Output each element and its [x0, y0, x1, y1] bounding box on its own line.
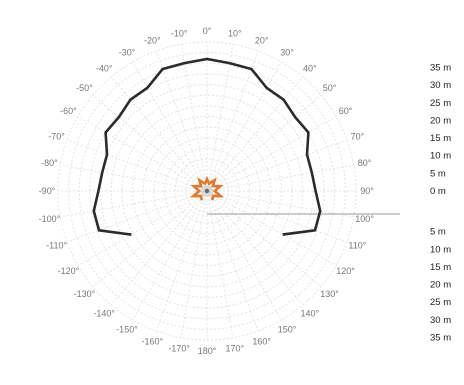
grid-spoke — [206, 164, 354, 192]
angle-tick-label: -130° — [74, 289, 96, 299]
grid-spoke — [180, 44, 208, 192]
grid-spoke — [66, 190, 208, 243]
angle-tick-label: -150° — [116, 325, 138, 335]
angle-tick-label: 100° — [355, 214, 374, 224]
grid-ring — [174, 158, 240, 224]
angle-tick-label: -40° — [96, 63, 113, 73]
range-axis: 35 m 30 m 25 m 20 m 15 m 10 m 5 m 0 m 5 m 10 m 15 … — [207, 63, 451, 343]
range-label: 15 m — [430, 133, 451, 144]
angle-tick-label: 130° — [320, 289, 339, 299]
angle-tick-label: 120° — [336, 266, 355, 276]
angle-tick-label: 140° — [300, 309, 319, 319]
grid-spoke — [77, 116, 208, 192]
angle-tick-label: 90° — [360, 186, 374, 196]
grid-spoke — [206, 190, 234, 338]
grid-spoke — [206, 44, 234, 192]
angle-tick-label: -10° — [171, 28, 188, 38]
angle-tick-label: -80° — [41, 158, 58, 168]
range-label: 30 m — [430, 80, 451, 91]
angle-tick-label: -70° — [48, 131, 65, 141]
angle-tick-label: 110° — [348, 241, 366, 251]
grid-ring — [163, 147, 251, 235]
grid-spoke — [60, 190, 208, 218]
grid-spoke — [206, 190, 282, 321]
angle-tick-label: -100° — [39, 214, 61, 224]
grid-spoke — [60, 164, 208, 192]
grid-spoke — [206, 116, 337, 192]
angle-tick-label: -30° — [119, 47, 136, 57]
grid-spoke — [206, 190, 322, 288]
angle-tick-label: -90° — [39, 186, 56, 196]
angle-tick-label: 70° — [351, 131, 365, 141]
angle-tick-label: 150° — [278, 325, 297, 335]
angle-tick-label: -120° — [58, 266, 80, 276]
angle-tick-label: -170° — [168, 344, 190, 354]
grid-ring — [142, 126, 272, 256]
range-label: 20 m — [430, 280, 451, 291]
range-label: 20 m — [430, 116, 451, 127]
angle-tick-label: -140° — [93, 309, 115, 319]
grid-spoke — [206, 190, 337, 266]
angle-tick-label: 40° — [303, 63, 317, 73]
angle-tick-label: -110° — [46, 241, 67, 251]
range-label: 5 m — [430, 168, 446, 179]
grid-ring — [110, 94, 304, 288]
grid-ring — [78, 62, 336, 320]
angle-tick-label: -20° — [144, 36, 161, 46]
angle-tick-labels: 0° 10° 20° 30° 40° 50° 60° 70° 80° 90° 100° 110° 120… — [39, 26, 375, 356]
range-label: 15 m — [430, 262, 451, 273]
range-label: 0 m — [430, 186, 446, 197]
grid-spoke — [206, 94, 322, 192]
range-label: 10 m — [430, 244, 451, 255]
grid-spoke — [206, 139, 348, 192]
grid-spoke — [66, 139, 208, 192]
angle-tick-label: 170° — [225, 344, 244, 354]
range-label: 35 m — [430, 332, 451, 343]
range-label: 5 m — [430, 227, 446, 238]
angle-tick-label: 20° — [255, 36, 269, 46]
grid-ring — [68, 52, 346, 330]
angle-tick-label: 10° — [228, 28, 242, 38]
angle-tick-label: -60° — [60, 106, 77, 116]
center-marker — [201, 185, 213, 197]
grid-spoke — [110, 190, 208, 306]
grid-spoke — [206, 76, 304, 192]
grid-spoke — [132, 190, 208, 321]
grid-spoke — [206, 190, 348, 243]
grid-spoke — [206, 190, 304, 306]
grid-spoke — [92, 190, 208, 288]
range-label: 30 m — [430, 315, 451, 326]
grid-spoke — [206, 61, 282, 192]
angle-tick-label: 160° — [252, 336, 271, 346]
grid-spoke — [206, 190, 354, 218]
angle-tick-label: 80° — [358, 158, 372, 168]
range-label: 35 m — [430, 63, 451, 74]
angle-tick-label: -160° — [141, 336, 163, 346]
angle-tick-label: 180° — [198, 346, 217, 356]
grid-ring — [132, 116, 282, 266]
grid-spoke — [132, 61, 208, 192]
angle-tick-label: -50° — [76, 83, 93, 93]
angle-tick-label: 30° — [280, 47, 294, 57]
grid-ring — [100, 84, 314, 298]
grid-spoke — [92, 94, 208, 192]
range-label: 25 m — [430, 297, 451, 308]
range-label: 25 m — [430, 98, 451, 109]
grid-spoke — [180, 190, 208, 338]
grid-spoke — [206, 50, 259, 192]
grid-spoke — [110, 76, 208, 192]
angle-tick-label: 50° — [323, 83, 337, 93]
angle-tick-label: 0° — [203, 26, 212, 36]
grid-spoke — [77, 190, 208, 266]
angle-tick-label: 60° — [339, 106, 353, 116]
grid-spoke — [155, 190, 208, 332]
series-layer — [92, 57, 322, 236]
grid-spoke — [155, 50, 208, 192]
center-dot — [204, 188, 210, 194]
range-label: 10 m — [430, 151, 451, 162]
